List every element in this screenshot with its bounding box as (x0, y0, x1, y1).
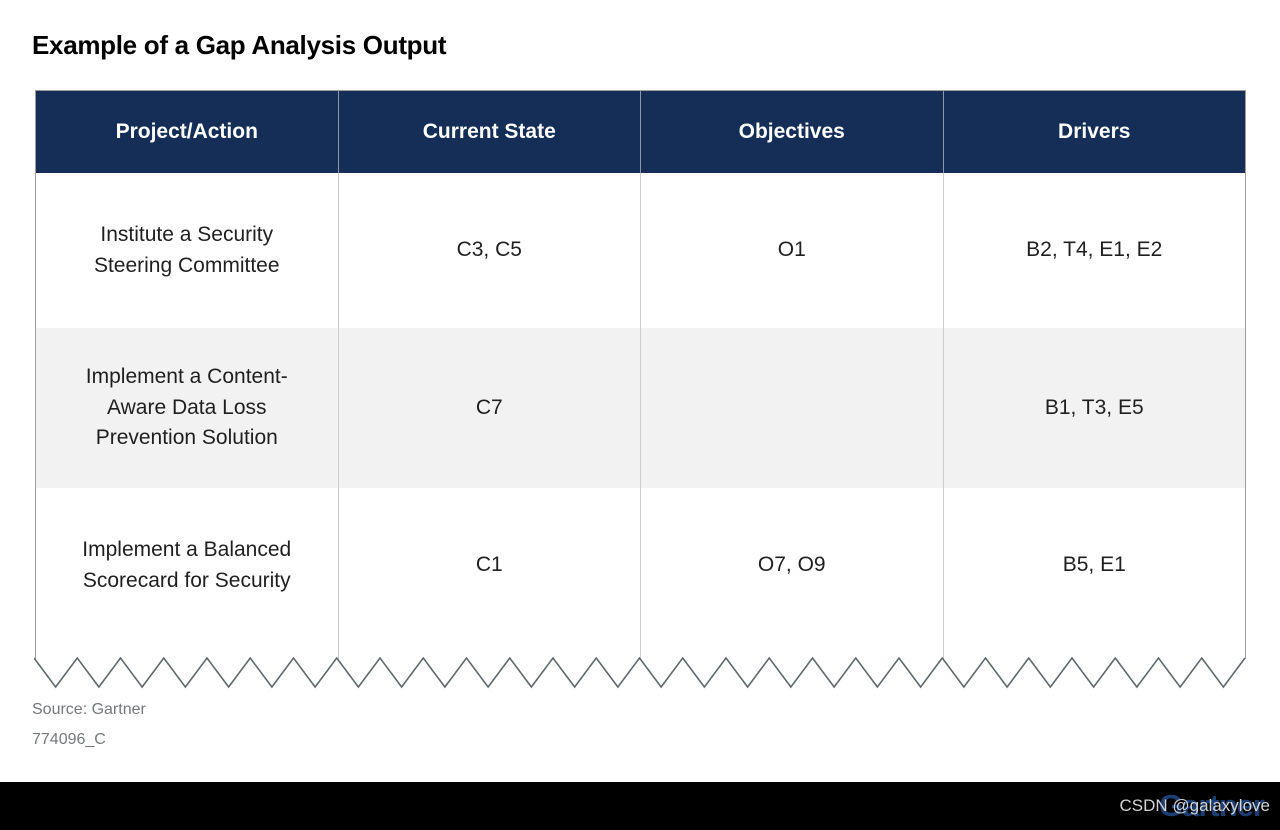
source-attribution: Source: Gartner (32, 701, 146, 718)
column-header-objectives: Objectives (640, 91, 943, 173)
cell-current-state: C3, C5 (337, 173, 641, 328)
document-id: 774096_C (32, 731, 106, 748)
column-header-drivers: Drivers (942, 91, 1246, 173)
stub-cell (942, 643, 1246, 659)
cell-objectives: O1 (640, 173, 943, 328)
gartner-logo: Gartner (1159, 788, 1265, 823)
cell-drivers: B5, E1 (942, 488, 1246, 643)
cell-current-state: C1 (337, 488, 641, 643)
cell-drivers: B2, T4, E1, E2 (942, 173, 1246, 328)
table-header-row: Project/Action Current State Objectives … (36, 91, 1245, 173)
table-truncated-stub (36, 643, 1245, 659)
column-header-project-action: Project/Action (115, 120, 258, 143)
footer-bar: Gartner CSDN @galaxylove (0, 782, 1280, 830)
cell-drivers: B1, T3, E5 (942, 328, 1246, 488)
page-title: Example of a Gap Analysis Output (32, 30, 447, 60)
stub-cell (640, 643, 943, 659)
cell-text: Implement a Content-Aware Data Loss Prev… (85, 365, 288, 450)
cell-objectives (640, 328, 943, 488)
stub-cell (337, 643, 641, 659)
cell-text: Implement a Balanced Scorecard for Secur… (82, 538, 292, 592)
csdn-watermark: CSDN @galaxylove (1119, 796, 1270, 815)
torn-edge-path (34, 657, 1246, 689)
torn-edge-zigzag (34, 657, 1246, 689)
cell-objectives: O7, O9 (640, 488, 943, 643)
table-row: Implement a Content-Aware Data Loss Prev… (36, 328, 1245, 488)
cell-project: Implement a Balanced Scorecard for Secur… (36, 488, 338, 643)
cell-current-state: C7 (337, 328, 641, 488)
cell-project: Implement a Content-Aware Data Loss Prev… (36, 328, 338, 488)
cell-text: Institute a Security Steering Committee (93, 223, 280, 277)
column-header-current-state: Current State (337, 91, 641, 173)
gap-analysis-table: Project/Action Current State Objectives … (35, 90, 1246, 659)
table-row: Institute a Security Steering Committee … (36, 173, 1245, 328)
table-row: Implement a Balanced Scorecard for Secur… (36, 488, 1245, 643)
cell-project: Institute a Security Steering Committee (36, 173, 338, 328)
